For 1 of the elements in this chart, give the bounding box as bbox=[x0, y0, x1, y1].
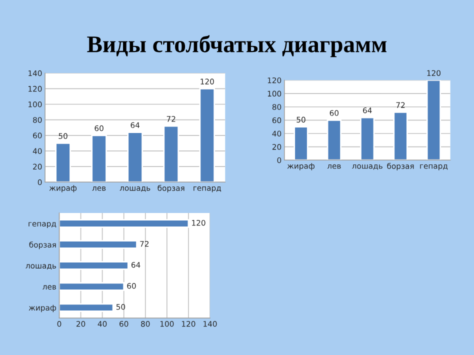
chart-title: Виды столбчатых диаграмм bbox=[87, 35, 386, 58]
